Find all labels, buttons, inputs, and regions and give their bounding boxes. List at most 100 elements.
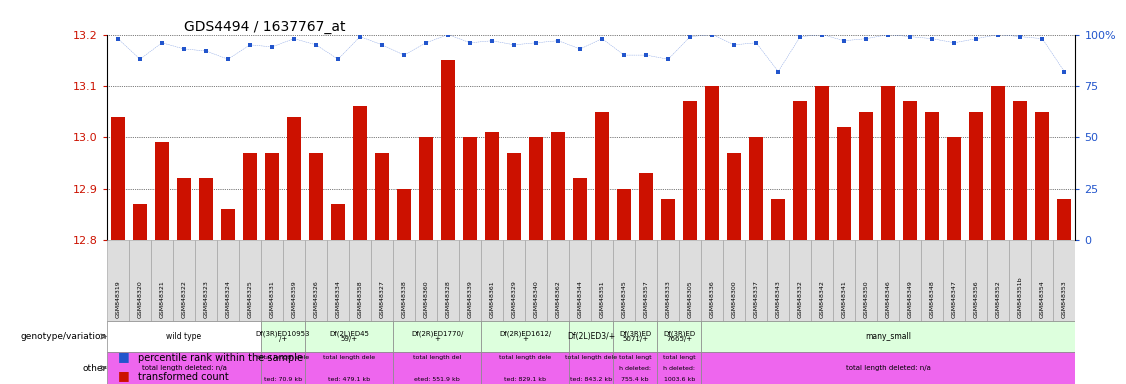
Text: transformed count: transformed count — [138, 372, 230, 382]
Bar — [110, 117, 125, 240]
Bar — [1013, 101, 1027, 240]
Bar — [485, 132, 499, 240]
Bar — [789, 240, 811, 321]
Text: GSM848359: GSM848359 — [292, 281, 296, 318]
Text: GSM848343: GSM848343 — [776, 281, 780, 318]
Text: total lengt: total lengt — [619, 354, 652, 359]
Text: GSM848341: GSM848341 — [842, 281, 847, 318]
Bar — [507, 153, 521, 240]
Text: GSM848320: GSM848320 — [137, 281, 143, 318]
Text: GSM848338: GSM848338 — [402, 281, 406, 318]
Bar — [133, 204, 148, 240]
Bar — [261, 353, 305, 384]
Bar — [614, 321, 658, 353]
Bar — [833, 240, 856, 321]
Bar — [701, 353, 1075, 384]
Text: GSM848331: GSM848331 — [269, 281, 275, 318]
Text: GSM848342: GSM848342 — [820, 281, 824, 318]
Text: percentile rank within the sample: percentile rank within the sample — [138, 353, 304, 363]
Bar — [661, 199, 676, 240]
Bar — [1057, 199, 1072, 240]
Text: GSM848346: GSM848346 — [886, 281, 891, 318]
Bar — [349, 240, 372, 321]
Text: GSM848361: GSM848361 — [490, 281, 494, 318]
Text: GSM848305: GSM848305 — [688, 281, 692, 318]
Bar — [591, 240, 614, 321]
Bar — [372, 240, 393, 321]
Text: 5071/+: 5071/+ — [622, 336, 649, 342]
Text: Df(2L)ED3/+: Df(2L)ED3/+ — [568, 332, 615, 341]
Bar — [375, 153, 390, 240]
Text: GSM848362: GSM848362 — [555, 281, 561, 318]
Bar — [944, 240, 965, 321]
Bar — [727, 153, 741, 240]
Bar — [481, 240, 503, 321]
Bar — [877, 240, 900, 321]
Text: GSM848322: GSM848322 — [181, 281, 187, 318]
Text: GSM848349: GSM848349 — [908, 281, 913, 318]
Text: total length deleted: n/a: total length deleted: n/a — [846, 365, 931, 371]
Bar — [658, 321, 701, 353]
Text: total length del: total length del — [413, 354, 462, 359]
Bar — [261, 321, 305, 353]
Bar — [393, 321, 481, 353]
Bar — [217, 240, 239, 321]
Bar — [573, 178, 588, 240]
Text: Df(2R)ED1770/: Df(2R)ED1770/ — [411, 331, 463, 338]
Text: ted: 70.9 kb: ted: 70.9 kb — [263, 377, 302, 382]
Text: GSM848345: GSM848345 — [622, 281, 627, 318]
Bar — [481, 353, 569, 384]
Bar — [459, 240, 481, 321]
Text: GSM848326: GSM848326 — [313, 281, 319, 318]
Text: /+: /+ — [279, 336, 287, 342]
Bar — [617, 189, 632, 240]
Bar — [305, 240, 327, 321]
Bar — [1009, 240, 1031, 321]
Text: GSM848337: GSM848337 — [753, 281, 759, 318]
Bar — [635, 240, 658, 321]
Bar — [195, 240, 217, 321]
Text: GSM848358: GSM848358 — [358, 281, 363, 318]
Bar — [900, 240, 921, 321]
Text: GSM848353: GSM848353 — [1062, 281, 1066, 318]
Text: total length dele: total length dele — [323, 354, 375, 359]
Text: GSM848332: GSM848332 — [797, 281, 803, 318]
Bar — [129, 240, 151, 321]
Bar — [569, 353, 614, 384]
Text: h deleted:: h deleted: — [663, 366, 695, 371]
Bar — [988, 240, 1009, 321]
Bar — [525, 240, 547, 321]
Bar — [393, 240, 415, 321]
Text: GSM848319: GSM848319 — [116, 281, 120, 318]
Bar — [463, 137, 477, 240]
Text: Df(2L)ED45: Df(2L)ED45 — [329, 331, 369, 338]
Bar — [305, 321, 393, 353]
Bar — [221, 209, 235, 240]
Text: Df(3R)ED: Df(3R)ED — [619, 331, 651, 338]
Bar — [921, 240, 944, 321]
Text: ted: 479.1 kb: ted: 479.1 kb — [328, 377, 370, 382]
Bar — [793, 101, 807, 240]
Text: ted: 829.1 kb: ted: 829.1 kb — [504, 377, 546, 382]
Text: GSM848324: GSM848324 — [225, 281, 231, 318]
Bar — [441, 60, 455, 240]
Bar — [529, 137, 543, 240]
Bar — [815, 86, 830, 240]
Text: 755.4 kb: 755.4 kb — [622, 377, 649, 382]
Text: GSM848348: GSM848348 — [930, 281, 935, 318]
Text: genotype/variation: genotype/variation — [20, 332, 107, 341]
Bar — [503, 240, 525, 321]
Bar — [327, 240, 349, 321]
Bar — [947, 137, 962, 240]
Text: Df(2R)ED1612/: Df(2R)ED1612/ — [499, 331, 552, 338]
Bar — [239, 240, 261, 321]
Bar — [723, 240, 745, 321]
Bar — [1053, 240, 1075, 321]
Bar — [811, 240, 833, 321]
Text: GSM848357: GSM848357 — [644, 281, 649, 318]
Text: other: other — [82, 364, 107, 372]
Text: total length dele: total length dele — [257, 354, 310, 359]
Text: +: + — [435, 336, 440, 342]
Bar — [969, 112, 983, 240]
Text: GSM848354: GSM848354 — [1039, 281, 1045, 318]
